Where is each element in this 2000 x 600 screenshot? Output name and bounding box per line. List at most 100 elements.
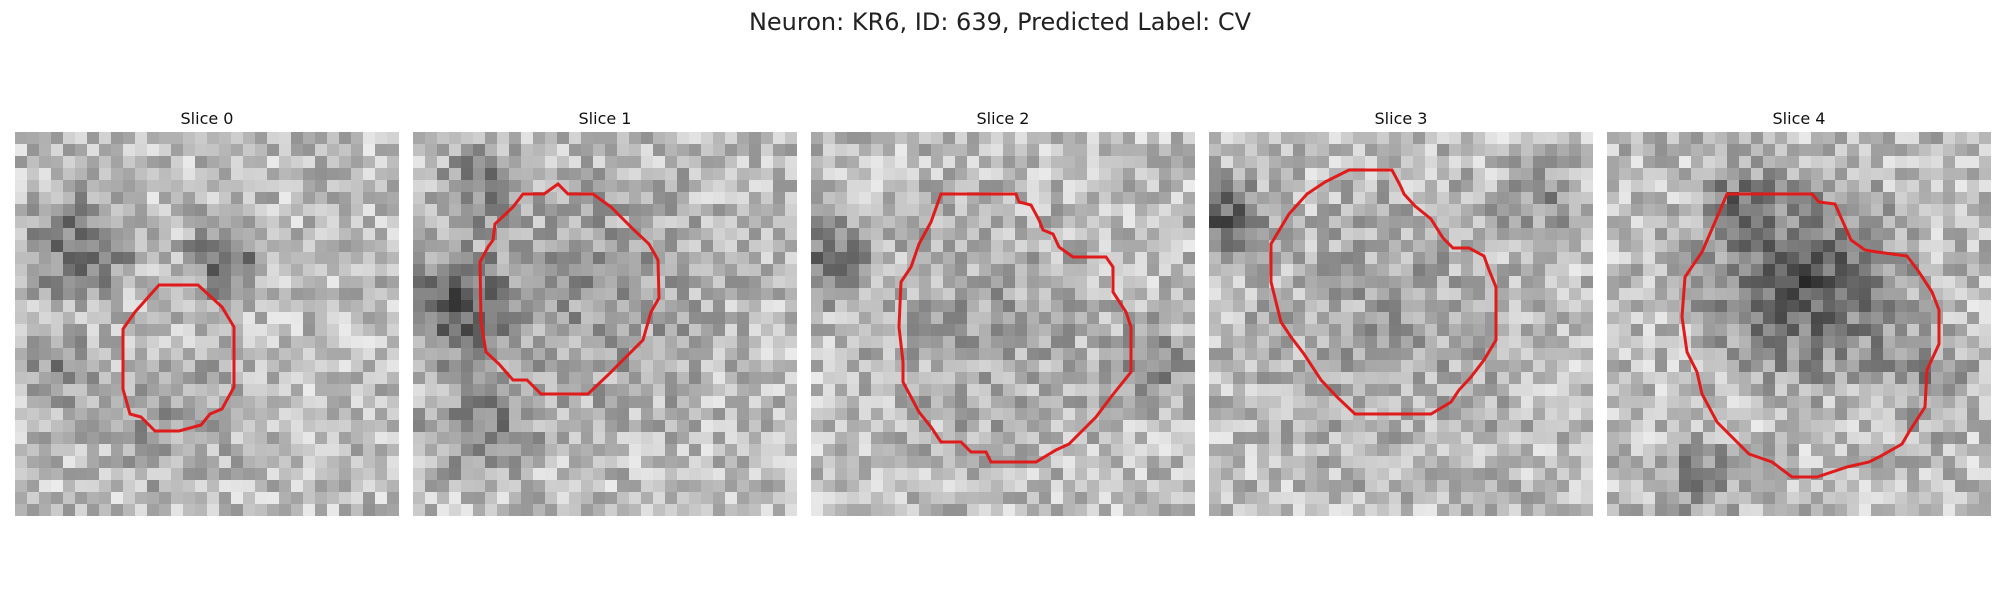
image-pixel [1631,324,1644,337]
image-pixel [737,420,750,433]
image-pixel [581,432,594,445]
image-pixel [557,444,570,457]
image-pixel [1955,168,1968,181]
image-pixel [713,264,726,277]
image-pixel [195,336,208,349]
image-pixel [811,444,824,457]
image-pixel [1955,192,1968,205]
image-pixel [1099,492,1112,505]
image-pixel [27,468,40,481]
image-pixel [1135,348,1148,361]
image-pixel [835,444,848,457]
image-pixel [231,492,244,505]
image-pixel [1521,216,1534,229]
image-pixel [255,348,268,361]
image-pixel [1329,204,1342,217]
image-pixel [1787,372,1800,385]
image-pixel [387,420,399,433]
image-pixel [375,432,388,445]
image-pixel [823,240,836,253]
image-pixel [991,252,1004,265]
image-pixel [1123,252,1136,265]
image-pixel [1703,384,1716,397]
image-pixel [231,396,244,409]
image-pixel [895,228,908,241]
image-pixel [473,168,486,181]
image-pixel [135,336,148,349]
image-pixel [1171,456,1184,469]
image-pixel [75,180,88,193]
image-pixel [183,480,196,493]
image-pixel [1341,360,1354,373]
image-pixel [1111,348,1124,361]
image-pixel [1715,384,1728,397]
image-pixel [461,504,474,516]
image-pixel [1425,504,1438,516]
image-pixel [1039,180,1052,193]
image-pixel [1799,264,1812,277]
image-pixel [701,312,714,325]
image-pixel [701,252,714,265]
image-pixel [1341,504,1354,516]
image-pixel [485,504,498,516]
image-pixel [27,504,40,516]
image-pixel [1087,396,1100,409]
image-pixel [1703,252,1716,265]
image-pixel [291,324,304,337]
image-pixel [1619,384,1632,397]
image-pixel [1027,288,1040,301]
image-pixel [1027,312,1040,325]
image-pixel [967,384,980,397]
image-pixel [63,408,76,421]
image-pixel [677,228,690,241]
image-pixel [835,432,848,445]
image-pixel [919,468,932,481]
image-pixel [895,216,908,229]
image-pixel [63,156,76,169]
image-pixel [1715,300,1728,313]
image-pixel [15,420,28,433]
image-pixel [485,408,498,421]
image-pixel [1811,252,1824,265]
image-pixel [1293,252,1306,265]
image-pixel [967,324,980,337]
image-pixel [1221,384,1234,397]
image-pixel [1533,132,1546,145]
image-pixel [1739,228,1752,241]
image-pixel [955,252,968,265]
image-pixel [895,396,908,409]
image-pixel [1703,180,1716,193]
image-pixel [871,456,884,469]
image-pixel [1099,216,1112,229]
image-pixel [1691,288,1704,301]
image-pixel [375,144,388,157]
image-pixel [1545,456,1558,469]
image-pixel [1341,144,1354,157]
image-pixel [749,384,762,397]
image-pixel [569,372,582,385]
image-pixel [375,168,388,181]
image-pixel [1147,432,1160,445]
image-pixel [785,252,797,265]
image-pixel [1883,384,1896,397]
image-pixel [1437,300,1450,313]
image-pixel [1401,132,1414,145]
image-pixel [1341,240,1354,253]
image-pixel [533,168,546,181]
image-pixel [1763,444,1776,457]
image-pixel [701,276,714,289]
image-pixel [39,180,52,193]
image-pixel [605,468,618,481]
image-pixel [943,504,956,516]
image-pixel [87,252,100,265]
image-pixel [991,504,1004,516]
image-pixel [183,180,196,193]
image-pixel [123,372,136,385]
image-pixel [1703,444,1716,457]
image-pixel [1245,396,1258,409]
image-pixel [75,348,88,361]
image-pixel [835,156,848,169]
image-pixel [847,324,860,337]
image-pixel [171,276,184,289]
image-pixel [1847,444,1860,457]
